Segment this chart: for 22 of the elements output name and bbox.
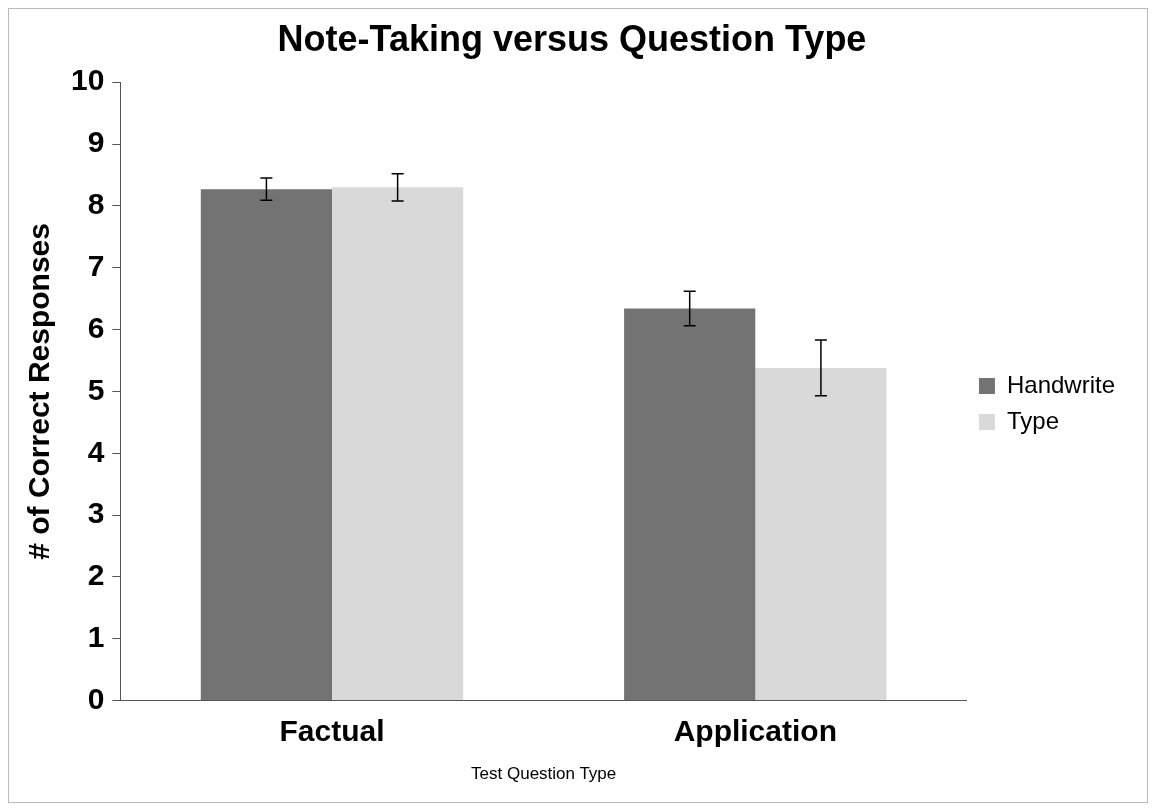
y-tick-label: 3 — [87, 496, 105, 530]
y-tick-label: 0 — [87, 681, 105, 715]
y-axis-title: # of Correct Responses — [22, 223, 56, 560]
y-tick-label: 7 — [87, 248, 105, 282]
chart-title: Note-Taking versus Question Type — [277, 17, 867, 59]
bar — [332, 187, 464, 701]
legend-label: Handwrite — [1006, 370, 1115, 398]
bar — [755, 367, 887, 701]
y-tick-label: 8 — [87, 187, 105, 221]
y-tick-label: 2 — [87, 558, 105, 592]
y-tick-label: 4 — [87, 434, 105, 468]
legend-label: Type — [1006, 406, 1059, 434]
y-tick-label: 10 — [70, 63, 105, 97]
bar — [200, 189, 333, 701]
y-tick-label: 5 — [87, 372, 105, 406]
y-tick-label: 1 — [87, 620, 105, 654]
x-tick-label: Application — [673, 713, 837, 747]
x-tick-label: Factual — [279, 713, 385, 747]
bar — [624, 308, 756, 701]
y-tick-label: 9 — [87, 125, 105, 159]
x-axis-title: Test Question Type — [471, 764, 617, 784]
y-tick-label: 6 — [87, 310, 105, 344]
